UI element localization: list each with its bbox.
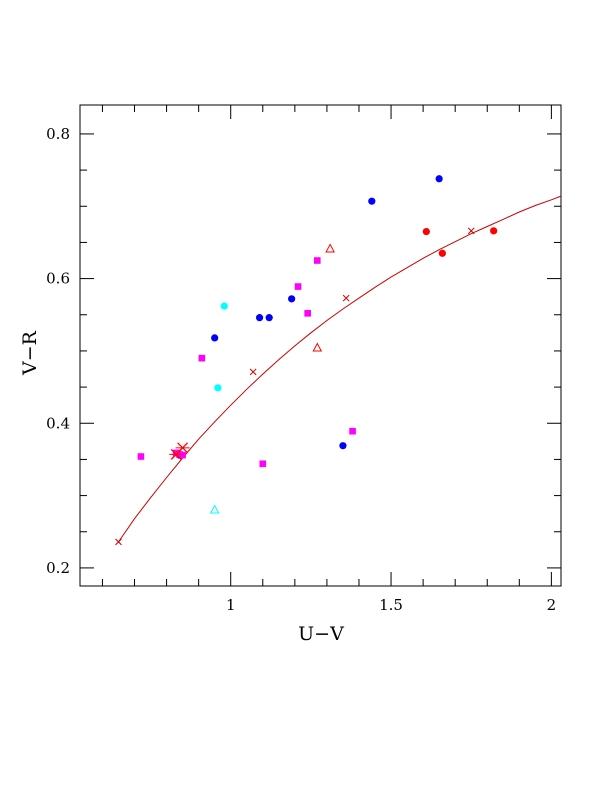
x-tick-label: 1 (226, 596, 236, 614)
curve-x-marker (115, 538, 122, 546)
data-point (422, 227, 430, 236)
data-point (490, 227, 498, 235)
curve-x-marker-stroke (115, 538, 122, 546)
data-point (169, 448, 184, 460)
data-point (211, 334, 219, 342)
data-point (137, 453, 145, 460)
curve-x-marker (249, 368, 257, 376)
y-tick-label: 0.2 (46, 559, 70, 577)
data-point (255, 314, 264, 322)
model-curve (118, 195, 562, 543)
data-point (259, 460, 267, 468)
x-tick-label: 1.5 (379, 596, 403, 614)
data-point (435, 175, 443, 183)
y-axis-title: V−R (19, 330, 41, 376)
data-point (288, 295, 296, 303)
data-point (312, 342, 323, 352)
plot-frame (79, 104, 562, 587)
curve-x-marker-stroke (342, 294, 350, 302)
y-tick-label: 0.4 (46, 414, 70, 432)
data-points-layer (137, 175, 498, 514)
curve-x-marker (467, 227, 475, 235)
tick-labels: 1 1.5 2 0.2 0.4 0.6 0.8 (46, 125, 556, 614)
data-point (339, 442, 347, 450)
y-tick-label: 0.8 (46, 125, 70, 143)
x-axis-title: U−V (298, 623, 344, 645)
axis-ticks (80, 105, 561, 586)
data-point (438, 249, 446, 257)
data-point (265, 314, 273, 322)
data-point (294, 283, 302, 290)
data-point (368, 197, 376, 205)
curve-x-marker-stroke (249, 368, 257, 376)
data-point (198, 354, 206, 362)
data-point (179, 451, 186, 459)
data-point (325, 243, 335, 253)
x-tick-label: 2 (547, 596, 557, 614)
data-point (349, 427, 356, 435)
data-point (220, 302, 228, 310)
y-tick-label: 0.6 (46, 270, 70, 288)
curve-x-marker-stroke (467, 227, 475, 235)
data-point (214, 384, 222, 392)
data-point (313, 257, 321, 264)
curve-x-marker (342, 294, 350, 302)
model-curve-layer (115, 195, 562, 546)
data-point (209, 504, 220, 514)
data-point (304, 310, 311, 317)
